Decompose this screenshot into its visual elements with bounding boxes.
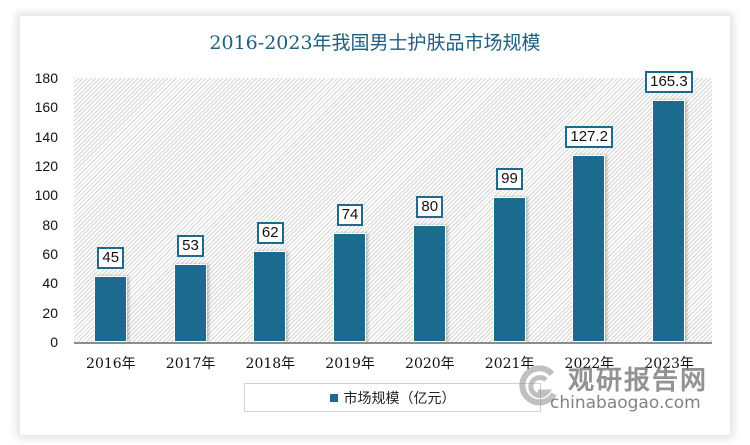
data-label: 45 (97, 247, 125, 269)
legend-swatch (329, 393, 338, 402)
plot-area (74, 78, 712, 342)
bar (333, 233, 367, 342)
bar (412, 224, 446, 342)
y-tick-label: 120 (34, 158, 58, 174)
y-tick-label: 20 (42, 304, 58, 321)
y-tick-label: 160 (34, 99, 58, 116)
y-tick-label: 180 (34, 70, 58, 86)
bar (652, 99, 686, 342)
x-tick-label: 2021年 (484, 356, 535, 372)
x-tick-label: 2020年 (405, 356, 455, 372)
data-label: 127.2 (565, 126, 613, 149)
chart-title: 2016-2023年我国男士护肤品市场规模 (209, 32, 541, 54)
watermark-logo-icon (519, 365, 557, 406)
x-tick-label: 2023年 (644, 356, 694, 372)
y-tick-label: 140 (34, 128, 58, 145)
y-tick-label: 0 (50, 334, 58, 350)
bar (492, 196, 526, 342)
legend: 市场规模（亿元） (244, 383, 541, 412)
y-tick-label: 60 (42, 246, 58, 262)
x-tick-label: 2022年 (564, 356, 615, 372)
bar (572, 155, 606, 342)
data-label: 80 (416, 195, 444, 218)
data-label: 62 (256, 222, 284, 245)
data-label: 165.3 (645, 70, 693, 93)
legend-label: 市场规模（亿元） (343, 390, 456, 407)
bar (93, 276, 127, 342)
data-label: 53 (177, 235, 204, 258)
y-tick-label: 100 (34, 187, 58, 204)
watermark-cn: 观研报告网 (568, 366, 709, 396)
data-label: 74 (336, 204, 364, 227)
watermark: 观研报告网 chinabaogao.com (519, 360, 738, 420)
data-label: 99 (496, 167, 523, 190)
y-tick-label: 80 (42, 216, 58, 233)
y-tick-label: 40 (42, 275, 58, 292)
x-tick-label: 2017年 (165, 356, 216, 372)
x-axis-line (74, 342, 712, 344)
watermark-en: chinabaogao.com (550, 393, 701, 413)
bar (173, 264, 207, 342)
x-tick-label: 2016年 (86, 356, 136, 372)
x-tick-label: 2018年 (245, 356, 296, 372)
bar (253, 251, 287, 342)
x-tick-label: 2019年 (325, 356, 375, 372)
